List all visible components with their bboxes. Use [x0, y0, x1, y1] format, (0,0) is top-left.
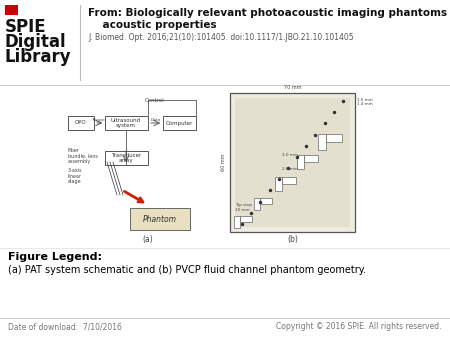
Bar	[304, 155, 318, 162]
Text: Top step
10 mm: Top step 10 mm	[235, 203, 252, 212]
Text: Ultrasound
system: Ultrasound system	[111, 118, 141, 128]
Text: 60 mm: 60 mm	[221, 154, 226, 171]
Bar	[105, 116, 148, 130]
Bar	[68, 116, 94, 130]
Bar	[5, 5, 18, 15]
Text: Control: Control	[145, 98, 165, 103]
Text: Fiber
bundle, lens
assembly: Fiber bundle, lens assembly	[68, 148, 98, 164]
Bar	[254, 198, 260, 210]
Text: (a) PAT system schematic and (b) PVCP fluid channel phantom geometry.: (a) PAT system schematic and (b) PVCP fl…	[8, 265, 366, 275]
Text: From: Biologically relevant photoacoustic imaging phantoms with tunable optical : From: Biologically relevant photoacousti…	[88, 8, 450, 18]
Text: J. Biomed. Opt. 2016;21(10):101405. doi:10.1117/1.JBO.21.10.101405: J. Biomed. Opt. 2016;21(10):101405. doi:…	[88, 33, 354, 42]
Bar	[230, 93, 355, 232]
Bar	[130, 208, 190, 230]
Text: 1.5 mm
1.4 mm: 1.5 mm 1.4 mm	[357, 98, 373, 106]
Text: Transducer
array: Transducer array	[111, 153, 141, 163]
Bar	[240, 216, 252, 222]
Text: 3.0 mm: 3.0 mm	[282, 153, 298, 158]
Bar	[163, 116, 196, 130]
Bar	[297, 155, 304, 169]
Text: 70 mm: 70 mm	[284, 85, 301, 90]
Bar	[318, 134, 326, 150]
Text: (b): (b)	[287, 235, 298, 244]
Bar	[275, 177, 282, 191]
Bar	[326, 134, 342, 142]
Text: Trigger: Trigger	[91, 118, 107, 122]
Bar	[282, 177, 296, 184]
Bar	[234, 216, 240, 228]
Bar	[105, 151, 148, 165]
Bar	[260, 198, 272, 204]
Bar	[235, 98, 350, 227]
Text: Copyright © 2016 SPIE. All rights reserved.: Copyright © 2016 SPIE. All rights reserv…	[276, 322, 442, 331]
Text: Phantom: Phantom	[143, 215, 177, 223]
Text: Data: Data	[150, 118, 161, 122]
Text: Library: Library	[5, 48, 72, 66]
Text: SPIE: SPIE	[5, 18, 47, 36]
Text: acoustic properties: acoustic properties	[88, 20, 216, 30]
Text: Digital: Digital	[5, 33, 67, 51]
Text: Figure Legend:: Figure Legend:	[8, 252, 102, 262]
Text: OPO: OPO	[75, 121, 87, 125]
Text: 2.6 mm: 2.6 mm	[282, 168, 298, 171]
Text: Computer: Computer	[165, 121, 193, 125]
Text: (a): (a)	[143, 235, 153, 244]
Text: Date of download:  7/10/2016: Date of download: 7/10/2016	[8, 322, 122, 331]
Text: 3-axis
linear
stage: 3-axis linear stage	[68, 168, 83, 184]
